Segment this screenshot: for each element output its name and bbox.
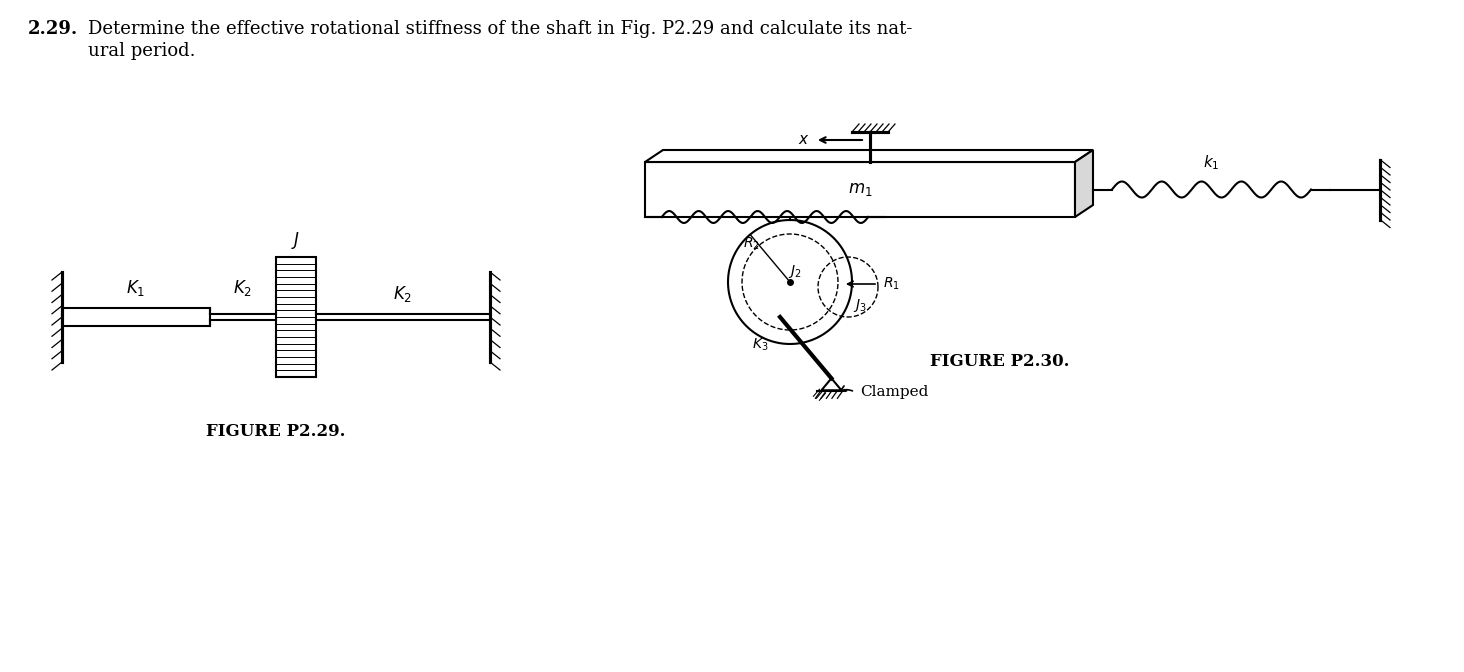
Text: $K_2$: $K_2$ [233, 278, 253, 298]
Text: $k_1$: $k_1$ [1203, 153, 1220, 171]
Text: $R_1$: $R_1$ [883, 276, 900, 292]
Text: $J_2$: $J_2$ [788, 263, 802, 280]
Bar [61, 308, 209, 326]
Text: 2.29.: 2.29. [28, 20, 78, 38]
Text: $K_1$: $K_1$ [126, 278, 145, 298]
Text: $K_3$: $K_3$ [751, 337, 769, 353]
Text: $x$: $x$ [798, 133, 810, 147]
Polygon shape [646, 150, 1094, 162]
Text: $K_2$: $K_2$ [394, 284, 413, 304]
Polygon shape [821, 378, 842, 390]
Text: Clamped: Clamped [859, 385, 928, 399]
Text: FIGURE P2.30.: FIGURE P2.30. [930, 353, 1070, 370]
Polygon shape [1075, 150, 1094, 217]
Text: $m_1$: $m_1$ [848, 181, 873, 198]
Bar [646, 162, 1075, 217]
Text: FIGURE P2.29.: FIGURE P2.29. [206, 423, 346, 441]
Text: $J$: $J$ [291, 230, 300, 251]
Text: Determine the effective rotational stiffness of the shaft in Fig. P2.29 and calc: Determine the effective rotational stiff… [88, 20, 912, 38]
Text: $J_3$: $J_3$ [854, 296, 867, 314]
Text: $R_2$: $R_2$ [744, 236, 760, 252]
Bar [277, 257, 316, 377]
Text: ural period.: ural period. [88, 42, 196, 60]
